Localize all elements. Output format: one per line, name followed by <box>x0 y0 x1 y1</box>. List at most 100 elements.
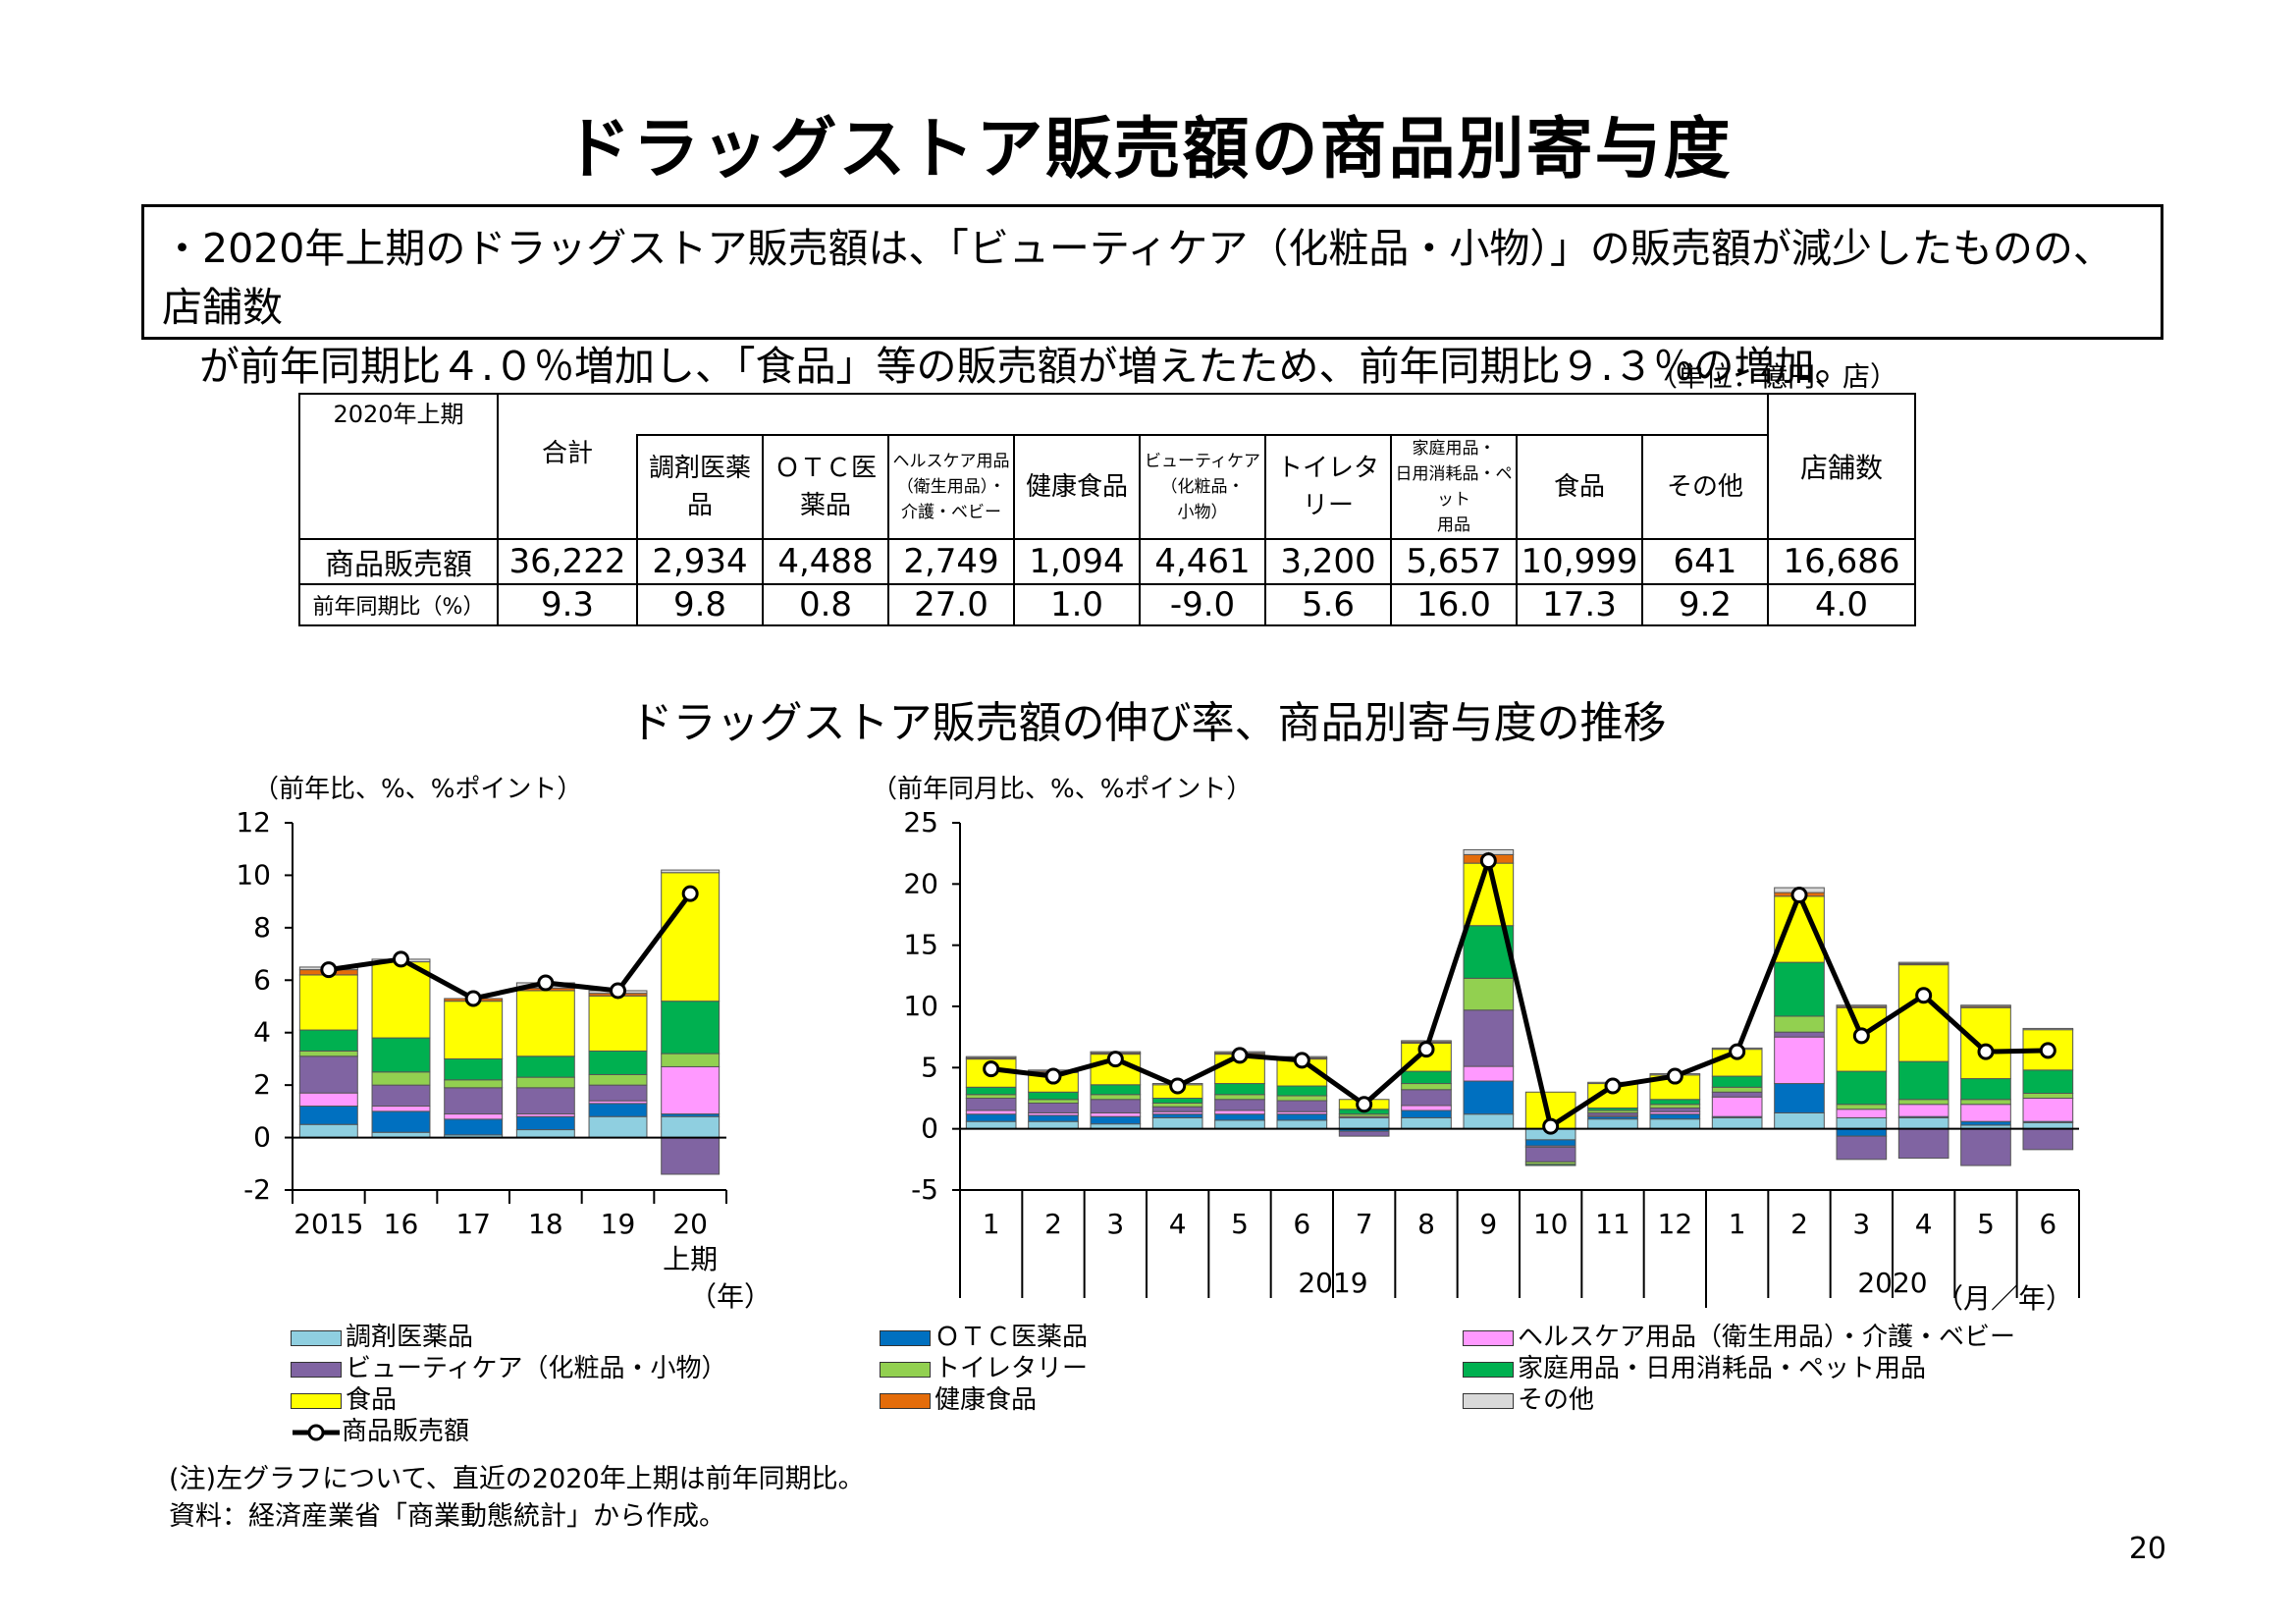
legend-item-otc: ＯＴＣ医薬品 <box>880 1322 1088 1353</box>
table-period: 2020年上期 <box>298 393 499 540</box>
x-tick-label: 12 <box>1658 1208 1693 1240</box>
sales-line-marker <box>1542 1117 1560 1135</box>
bar-segment-otc <box>1524 1139 1576 1147</box>
bar-segment-beauty <box>1960 1128 2011 1166</box>
sales-line-marker <box>1666 1067 1683 1085</box>
bar-segment-dispensing <box>661 1115 721 1139</box>
y-tick-label: 4 <box>253 1016 271 1049</box>
y-tick-label: -5 <box>911 1173 938 1206</box>
sales-line-marker <box>1231 1047 1249 1064</box>
bar-segment-beauty <box>1338 1130 1390 1137</box>
bar-segment-toiletry <box>444 1079 504 1089</box>
bar-segment-beauty <box>588 1084 648 1102</box>
bar-segment-food <box>1960 1006 2011 1080</box>
sales-line-marker <box>537 974 555 992</box>
sales-line-marker <box>1293 1052 1310 1069</box>
x-tick-label: 6 <box>1293 1208 1310 1240</box>
bar-segment-beauty <box>1401 1089 1452 1107</box>
bar-segment-beauty <box>1774 1031 1825 1038</box>
x-tick-label: 1 <box>983 1208 1000 1240</box>
table-cell: 4,461 <box>1139 538 1266 585</box>
bar-segment-beauty <box>1711 1091 1763 1098</box>
bar-segment-dispensing <box>1711 1116 1763 1130</box>
sales-line-marker <box>983 1060 1000 1078</box>
bar-segment-food <box>515 990 575 1057</box>
y-tick-label: 25 <box>903 806 938 839</box>
bar-segment-toiletry <box>588 1073 648 1086</box>
bar-segment-toiletry <box>661 1053 721 1067</box>
sales-line-marker <box>1356 1096 1373 1113</box>
bar-segment-healthcare <box>298 1092 358 1108</box>
x-tick-label: 2 <box>1044 1208 1062 1240</box>
legend-swatch <box>291 1329 342 1346</box>
legend-item-toiletry: トイレタリー <box>880 1353 1088 1384</box>
year-label: 2020 <box>1857 1267 1927 1299</box>
x-tick-label: 2 <box>1790 1208 1808 1240</box>
bar-segment-toiletry <box>1214 1094 1265 1101</box>
page-title: ドラッグストア販売額の商品別寄与度 <box>563 111 1733 189</box>
bar-segment-toiletry <box>371 1071 431 1086</box>
table-cell: 36,222 <box>497 538 638 585</box>
legend-label: 家庭用品・日用消耗品・ペット用品 <box>1518 1354 1927 1383</box>
row-label-sales: 商品販売額 <box>298 538 499 585</box>
bar-segment-healthcare <box>1214 1110 1265 1115</box>
x-tick-label: 16 <box>384 1208 419 1240</box>
bar-segment-toiletry <box>1649 1104 1701 1109</box>
table-cell: 17.3 <box>1516 583 1643 626</box>
bar-segment-healthcare <box>1711 1096 1763 1117</box>
sales-line-marker <box>1417 1041 1435 1058</box>
x-tick-label: 2015 <box>294 1208 363 1240</box>
bar-segment-healthcare <box>1897 1104 1949 1117</box>
bar-segment-healthcare <box>444 1113 504 1120</box>
bar-segment-otc <box>1774 1083 1825 1113</box>
bar-segment-beauty <box>1463 1009 1515 1067</box>
x-tick-label: 5 <box>1231 1208 1249 1240</box>
bar-segment-otc <box>1214 1113 1265 1121</box>
sales-line-marker <box>1106 1051 1124 1068</box>
table-cell: 10,999 <box>1516 538 1643 585</box>
x-unit: （年） <box>689 1280 772 1313</box>
bar-segment-otc <box>1649 1113 1701 1120</box>
x-tick-label: 3 <box>1106 1208 1124 1240</box>
bar-segment-healthcare <box>1401 1105 1452 1111</box>
legend-swatch <box>880 1329 931 1346</box>
sales-table: 2020年上期 店舗数 合計 調剤医薬品 ＯＴＣ医 薬品 ヘルスケア用品 （衛生用品）・介… <box>298 393 1916 626</box>
table-cell: 2,749 <box>887 538 1015 585</box>
bar-segment-toiletry <box>1276 1095 1328 1102</box>
table-cell: 5,657 <box>1390 538 1518 585</box>
x-tick-label: 11 <box>1595 1208 1630 1240</box>
legend-label: 調剤医薬品 <box>346 1323 474 1352</box>
bar-segment-healthcare <box>661 1065 721 1115</box>
x-tick-label: 4 <box>1915 1208 1933 1240</box>
bar-segment-beauty <box>1276 1100 1328 1112</box>
legend-label: 食品 <box>346 1385 398 1415</box>
row-label-yoy: 前年同期比（%） <box>298 583 499 626</box>
x-unit: （月／年） <box>1936 1282 2073 1315</box>
bar-segment-otc <box>298 1106 358 1125</box>
sales-line-marker <box>681 885 699 902</box>
x-tick-label: 18 <box>528 1208 563 1240</box>
bar-segment-household <box>1774 961 1825 1017</box>
y-axis-label: （前年比、%、%ポイント） <box>253 775 582 804</box>
table-header-cell: 食品 <box>1516 434 1643 540</box>
x-tick-label: 8 <box>1417 1208 1435 1240</box>
bar-segment-beauty <box>965 1098 1017 1111</box>
bar-segment-household <box>1214 1083 1265 1096</box>
table-cell: 5.6 <box>1264 583 1392 626</box>
chart-subtitle: ドラッグストア販売額の伸び率、商品別寄与度の推移 <box>629 698 1667 748</box>
bar-segment-dispensing <box>1214 1119 1265 1130</box>
bar-segment-otc <box>965 1113 1017 1122</box>
legend-line-swatch <box>291 1417 342 1448</box>
bar-segment-toiletry <box>1090 1094 1142 1101</box>
x-tick-label: 3 <box>1852 1208 1870 1240</box>
sales-line-marker <box>1604 1077 1622 1095</box>
sales-line-marker <box>1044 1067 1062 1085</box>
bar-segment-toiletry <box>1463 977 1515 1011</box>
legend-swatch <box>880 1361 931 1378</box>
bar-segment-beauty <box>444 1087 504 1115</box>
x-tick-label: 10 <box>1533 1208 1569 1240</box>
table-header-cell: 店舗数 <box>1767 393 1916 539</box>
bar-segment-household <box>661 1001 721 1055</box>
bar-segment-other <box>1836 1004 1888 1007</box>
bar-segment-beauty <box>1524 1146 1576 1163</box>
